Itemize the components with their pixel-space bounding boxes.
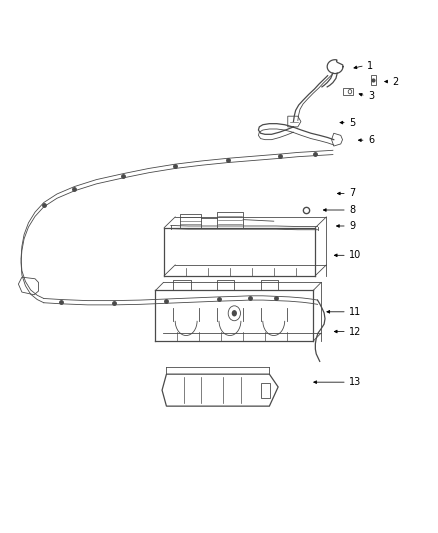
Text: 10: 10 <box>349 251 361 260</box>
Circle shape <box>232 310 237 317</box>
Text: 9: 9 <box>349 221 355 231</box>
Text: 1: 1 <box>367 61 373 70</box>
Text: 11: 11 <box>349 307 361 317</box>
Text: 3: 3 <box>368 91 374 101</box>
Text: 8: 8 <box>349 205 355 215</box>
Text: 13: 13 <box>349 377 361 387</box>
Text: 12: 12 <box>349 327 361 336</box>
Text: 5: 5 <box>349 118 355 127</box>
Text: 6: 6 <box>368 135 374 145</box>
Text: 2: 2 <box>392 77 399 86</box>
Text: 7: 7 <box>349 189 355 198</box>
